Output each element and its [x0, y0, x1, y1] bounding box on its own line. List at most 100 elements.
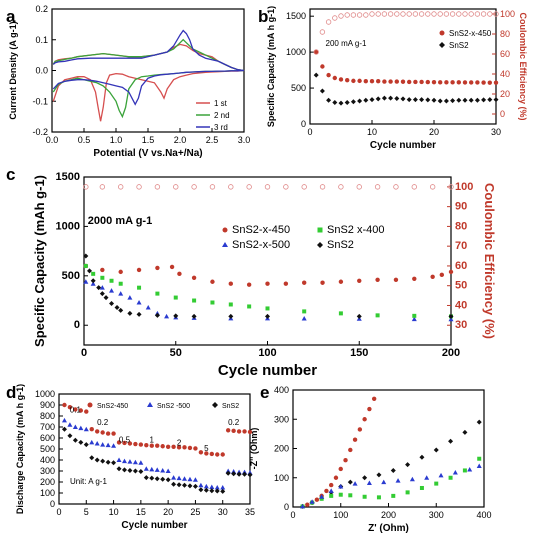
data-point — [439, 272, 445, 278]
x-tick-label: 2.5 — [206, 135, 219, 145]
x-axis-label: Cycle number — [121, 520, 187, 531]
data-point — [121, 467, 127, 473]
data-point — [357, 278, 362, 283]
data-point — [109, 288, 115, 293]
y-tick-label: 300 — [40, 466, 55, 476]
data-point — [127, 441, 133, 446]
data-point — [118, 307, 124, 313]
y2-tick-label: 40 — [455, 299, 467, 311]
data-point — [381, 95, 387, 101]
ce-point — [325, 19, 332, 25]
data-point — [100, 458, 106, 464]
data-point — [155, 443, 160, 448]
ce-point — [356, 184, 362, 190]
data-point — [265, 313, 270, 319]
x-tick-label: 300 — [429, 510, 444, 520]
data-point — [375, 313, 380, 318]
data-point — [100, 442, 106, 447]
y2-tick-label: 60 — [455, 260, 467, 272]
data-point — [309, 499, 315, 504]
ce-point — [456, 11, 462, 17]
rate-label: 1 — [150, 435, 155, 444]
data-point — [412, 276, 417, 281]
ce-point — [406, 11, 412, 17]
data-point — [109, 278, 114, 283]
data-point — [475, 80, 480, 85]
legend-label: 3 rd — [214, 123, 228, 132]
data-point — [376, 79, 381, 84]
x-tick-label: 150 — [350, 347, 368, 359]
x-tick-label: 30 — [218, 507, 228, 517]
data-point — [182, 476, 188, 481]
ce-point — [283, 184, 289, 190]
data-point — [67, 422, 73, 427]
ce-point — [209, 184, 216, 190]
data-point — [192, 477, 198, 482]
data-point — [78, 425, 84, 431]
data-point — [450, 98, 456, 104]
ce-point — [468, 11, 474, 17]
y2-tick-label: 100 — [455, 181, 473, 193]
data-point — [390, 467, 396, 473]
legend-swatch — [147, 402, 153, 407]
data-point — [62, 402, 67, 408]
data-point — [155, 291, 160, 296]
data-point — [187, 476, 193, 482]
data-point — [338, 77, 344, 82]
data-point — [382, 79, 387, 84]
legend-label: SnS2 x-400 — [327, 224, 384, 236]
data-point — [434, 481, 439, 486]
x-tick-label: 0 — [290, 510, 295, 520]
x-tick-label: 20 — [429, 127, 439, 137]
data-point — [419, 485, 424, 490]
y-tick-label: 0 — [301, 119, 306, 129]
data-point — [493, 97, 499, 103]
data-point — [362, 494, 367, 499]
data-point — [314, 49, 319, 55]
data-point — [132, 459, 138, 465]
data-point — [160, 467, 166, 473]
data-point — [171, 444, 176, 449]
data-point — [155, 265, 160, 271]
data-point — [164, 313, 170, 319]
data-point — [314, 497, 320, 502]
ce-point — [363, 12, 369, 18]
data-point — [324, 488, 329, 494]
y-tick-label: 500 — [62, 270, 80, 282]
data-point — [90, 281, 96, 286]
y2-tick-label: 30 — [455, 319, 467, 331]
x-tick-label: 0 — [307, 127, 312, 137]
data-point — [187, 483, 193, 489]
ce-point — [191, 184, 197, 190]
data-point — [214, 488, 220, 494]
data-point — [169, 264, 175, 270]
data-point — [96, 285, 102, 291]
data-point — [165, 444, 171, 449]
data-point — [83, 442, 89, 448]
x-tick-label: 25 — [190, 507, 200, 517]
x-tick-label: 100 — [333, 510, 348, 520]
legend-swatch — [317, 227, 323, 233]
ce-point — [344, 12, 350, 18]
data-point — [122, 440, 127, 446]
data-point — [78, 439, 84, 445]
data-point — [121, 458, 127, 464]
data-point — [133, 441, 138, 447]
rate-label: 0.2 — [228, 418, 240, 427]
data-point — [357, 98, 363, 104]
y-tick-label: 800 — [40, 411, 55, 421]
ce-point — [474, 11, 481, 17]
y-tick-label: 200 — [40, 477, 55, 487]
data-point — [215, 452, 220, 457]
series-line — [52, 29, 245, 106]
data-point — [348, 493, 353, 498]
data-point — [89, 427, 94, 432]
data-point — [246, 282, 252, 287]
x-tick-label: 50 — [170, 347, 182, 359]
ce-point — [493, 11, 499, 17]
x-tick-label: 0 — [56, 507, 61, 517]
data-point — [198, 487, 204, 493]
data-point — [228, 302, 233, 307]
x-tick-label: 1.0 — [110, 135, 123, 145]
y-tick-label: 400 — [40, 455, 55, 465]
